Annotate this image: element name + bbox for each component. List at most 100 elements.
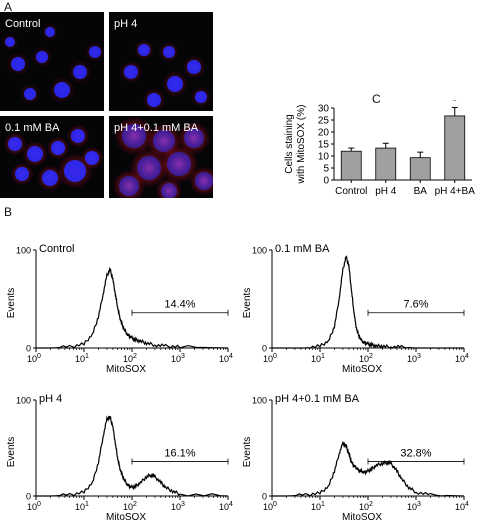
nucleus	[163, 46, 175, 58]
nucleus	[187, 60, 201, 74]
gate-percentage: 16.1%	[164, 447, 195, 459]
nucleus	[195, 91, 207, 103]
tick-exponent: 4	[465, 353, 469, 360]
y-tick-label: 0	[26, 344, 31, 354]
nucleus	[45, 27, 55, 37]
y-axis-label: Events	[242, 288, 253, 319]
nucleus	[167, 152, 191, 176]
nucleus	[54, 82, 70, 98]
micrograph-caption: Control	[5, 18, 41, 30]
nucleus	[161, 183, 177, 198]
x-axis-label: MitoSOX	[106, 364, 146, 375]
nucleus	[15, 167, 29, 181]
nucleus	[167, 76, 183, 92]
nucleus	[5, 37, 15, 47]
nucleus	[89, 46, 101, 58]
x-tick-label: 100	[27, 353, 41, 364]
y-tick-label: 100	[16, 396, 31, 406]
y-axis-label: Events	[6, 437, 17, 468]
x-tick-label: 101	[75, 501, 89, 512]
bar	[409, 157, 431, 181]
gate-percentage: 14.4%	[164, 299, 195, 311]
y-axis-label: Cells staining	[284, 114, 295, 173]
nucleus	[119, 176, 139, 196]
x-tick-label: Control	[335, 186, 367, 197]
x-tick-label: 102	[359, 501, 373, 512]
tick-exponent: 3	[181, 501, 185, 508]
panel-label-c: C	[372, 92, 381, 106]
y-axis-label: with MitoSOX (%)	[296, 105, 307, 185]
cell-image	[2, 24, 104, 104]
y-axis-label: Events	[242, 437, 253, 468]
bar	[444, 115, 466, 181]
micrograph-caption: pH 4	[114, 18, 138, 30]
histogram-curve	[36, 266, 229, 349]
y-tick-label: 100	[252, 246, 267, 256]
y-tick-label: 25	[318, 116, 330, 127]
y-axis-label: Events	[6, 288, 17, 319]
y-tick-label: 0	[323, 176, 329, 187]
histogram-title: Control	[39, 243, 74, 255]
y-tick-label: 0	[26, 492, 31, 502]
nucleus	[122, 124, 146, 148]
x-tick-label: 101	[311, 501, 325, 512]
nucleus	[51, 141, 65, 155]
x-tick-label: 104	[219, 501, 233, 512]
tick-exponent: 0	[37, 501, 41, 508]
micrograph-ph4-ba: pH 4+0.1 mM BA	[109, 116, 213, 198]
x-tick-label: 104	[455, 353, 469, 364]
micrograph-control: Control	[0, 12, 104, 111]
x-tick-label: BA	[414, 186, 428, 197]
x-tick-label: 102	[123, 353, 137, 364]
histogram-curve	[272, 441, 465, 497]
bar	[340, 150, 362, 181]
tick-exponent: 3	[417, 501, 421, 508]
micrograph-ph4: pH 4	[109, 12, 213, 111]
x-tick-label: 103	[171, 353, 185, 364]
x-tick-label: pH 4+BA	[435, 186, 476, 197]
nucleus	[42, 170, 58, 186]
tick-exponent: 1	[85, 501, 89, 508]
tick-exponent: 3	[417, 353, 421, 360]
histogram-title: 0.1 mM BA	[275, 243, 330, 255]
tick-exponent: 2	[133, 353, 137, 360]
tick-exponent: 2	[369, 353, 373, 360]
tick-exponent: 4	[465, 501, 469, 508]
x-tick-label: 101	[311, 353, 325, 364]
x-tick-label: 103	[171, 501, 185, 512]
nucleus	[85, 151, 99, 165]
significance-marker: *	[453, 100, 458, 108]
tick-exponent: 0	[273, 501, 277, 508]
nucleus	[195, 172, 213, 190]
tick-exponent: 1	[321, 353, 325, 360]
x-tick-label: pH 4	[375, 186, 397, 197]
nucleus	[138, 44, 150, 56]
histogram-title: pH 4+0.1 mM BA	[275, 393, 360, 405]
nucleus	[184, 128, 204, 148]
x-tick-label: 103	[407, 501, 421, 512]
x-axis-label: MitoSOX	[106, 512, 146, 523]
gate-percentage: 7.6%	[403, 299, 428, 311]
histogram-title: pH 4	[39, 393, 62, 405]
panel-label-b: B	[4, 205, 13, 219]
tick-exponent: 4	[229, 501, 233, 508]
x-axis-label: MitoSOX	[342, 512, 382, 523]
nucleus	[36, 51, 48, 63]
panel-label-a: A	[4, 0, 13, 14]
x-tick-label: 104	[219, 353, 233, 364]
cell-image	[113, 117, 213, 198]
micrograph-ba: 0.1 mM BA	[0, 116, 104, 198]
tick-exponent: 4	[229, 353, 233, 360]
x-tick-label: 104	[455, 501, 469, 512]
histogram-curve	[272, 255, 464, 349]
nucleus	[71, 129, 85, 143]
y-tick-label: 5	[323, 164, 329, 175]
x-tick-label: 100	[263, 501, 277, 512]
nucleus	[124, 65, 138, 79]
x-tick-label: 100	[263, 353, 277, 364]
histogram-curve	[36, 415, 229, 497]
